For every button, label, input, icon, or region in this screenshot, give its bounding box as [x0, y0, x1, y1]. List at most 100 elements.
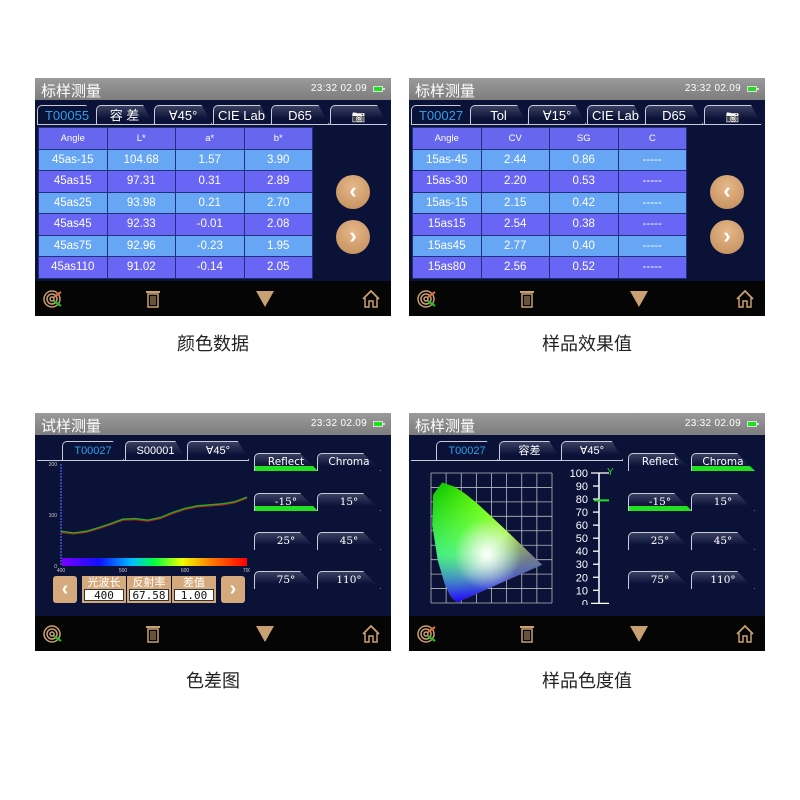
home-icon[interactable] [735, 624, 755, 644]
column-header: C [617, 127, 687, 150]
target-icon[interactable] [417, 624, 437, 644]
angle-button[interactable]: 110° [317, 571, 381, 589]
table-row[interactable]: 45as110 91.02 -0.14 2.05 [38, 256, 313, 279]
prev-page-button[interactable]: ‹ [336, 175, 370, 209]
next-wavelength-button[interactable]: › [221, 576, 245, 603]
tab-2[interactable]: ∀45° [561, 441, 623, 460]
y-tick-label: 0 [54, 564, 57, 570]
mode-button-reflect[interactable]: Reflect [254, 453, 318, 471]
table-cell: 92.96 [106, 234, 176, 257]
trash-icon[interactable] [145, 289, 161, 309]
next-page-button[interactable]: › [710, 220, 744, 254]
target-icon[interactable] [417, 289, 437, 309]
angle-button[interactable]: 75° [254, 571, 318, 589]
prev-wavelength-button[interactable]: ‹ [53, 576, 77, 603]
panel-caption: 颜色数据 [177, 334, 249, 355]
bottom-toolbar [409, 281, 765, 316]
dropdown-triangle-icon[interactable] [256, 626, 274, 642]
table-cell: 45as25 [38, 191, 108, 214]
status-time: 23:32 [684, 418, 712, 429]
dropdown-triangle-icon[interactable] [630, 291, 648, 307]
y-scale-label: 80 [576, 494, 588, 506]
trash-icon[interactable] [145, 624, 161, 644]
tab-1[interactable]: Tol [469, 105, 528, 124]
angle-button[interactable]: 110° [691, 571, 755, 589]
tab-2[interactable]: ∀45° [187, 441, 249, 460]
table-row[interactable]: 15as45 2.77 0.40 ----- [412, 234, 687, 257]
dropdown-triangle-icon[interactable] [630, 626, 648, 642]
mode-button-chroma[interactable]: Chroma [317, 453, 381, 471]
table-cell: 92.33 [106, 213, 176, 236]
table-row[interactable]: 45as15 97.31 0.31 2.89 [38, 170, 313, 193]
next-page-button[interactable]: › [336, 220, 370, 254]
tab-0[interactable]: T00027 [62, 441, 124, 460]
table-row[interactable]: 15as80 2.56 0.52 ----- [412, 256, 687, 279]
y-scale-label: 70 [576, 507, 588, 519]
angle-button[interactable]: 45° [691, 532, 755, 550]
home-icon-graphic [736, 289, 754, 308]
table-row[interactable]: 15as15 2.54 0.38 ----- [412, 213, 687, 236]
device-screen-3: 试样测量 23:32 02.09 T00027 S00001 ∀45° Reflect Ch… [35, 413, 391, 651]
tab-0[interactable]: T00027 [411, 105, 471, 124]
home-icon[interactable] [361, 289, 381, 309]
table-cell: 2.20 [480, 170, 550, 193]
bottom-toolbar [409, 616, 765, 651]
tab-0[interactable]: T00055 [37, 105, 97, 124]
table-row[interactable]: 45as75 92.96 -0.23 1.95 [38, 234, 313, 257]
home-icon-graphic [362, 624, 380, 643]
status-clock: 23:32 02.09 [685, 418, 741, 429]
table-row[interactable]: 15as-45 2.44 0.86 ----- [412, 148, 687, 171]
table-cell: ----- [617, 191, 687, 214]
tab-2[interactable]: ∀45° [154, 105, 212, 124]
angle-button[interactable]: -15° [628, 493, 692, 511]
table-row[interactable]: 15as-30 2.20 0.53 ----- [412, 170, 687, 193]
trash-icon[interactable] [519, 289, 535, 309]
battery-icon [747, 421, 759, 427]
table-cell: -0.23 [175, 234, 245, 257]
angle-button[interactable]: 45° [317, 532, 381, 550]
dropdown-triangle-icon[interactable] [256, 291, 274, 307]
tab-3[interactable]: CIE Lab [212, 105, 271, 124]
tab-3[interactable]: CIE Lab [586, 105, 645, 124]
tab-1[interactable]: 容差 [498, 441, 561, 460]
table-row[interactable]: 45as45 92.33 -0.01 2.08 [38, 213, 313, 236]
angle-button[interactable]: 15° [317, 493, 381, 511]
table-row[interactable]: 45as-15 104.68 1.57 3.90 [38, 148, 313, 171]
home-icon[interactable] [361, 624, 381, 644]
table-cell: 0.42 [549, 191, 619, 214]
tab-4[interactable]: D65 [271, 105, 329, 124]
x-tick-label: 700 [243, 568, 250, 573]
tab-1[interactable]: S00001 [124, 441, 187, 460]
table-cell: -0.01 [175, 213, 245, 236]
device-screen-2: 标样测量 23:32 02.09 T00027 Tol ∀15° CIE Lab D65 📷 A… [409, 78, 765, 316]
mode-button-chroma[interactable]: Chroma [691, 453, 755, 471]
tab-4[interactable]: D65 [645, 105, 703, 124]
angle-button[interactable]: 25° [628, 532, 692, 550]
table-cell: 2.05 [243, 256, 313, 279]
white-point-area [432, 482, 543, 603]
angle-button[interactable]: -15° [254, 493, 318, 511]
table-cell: 3.90 [243, 148, 313, 171]
target-icon[interactable] [43, 624, 63, 644]
trash-icon[interactable] [519, 624, 535, 644]
table-row[interactable]: 45as25 93.98 0.21 2.70 [38, 191, 313, 214]
angle-button[interactable]: 75° [628, 571, 692, 589]
table-row[interactable]: 15as-15 2.15 0.42 ----- [412, 191, 687, 214]
camera-tab[interactable]: 📷 [329, 105, 388, 124]
screen-title: 试样测量 [41, 417, 102, 435]
camera-tab[interactable]: 📷 [703, 105, 762, 124]
angle-button[interactable]: 15° [691, 493, 755, 511]
home-icon[interactable] [735, 289, 755, 309]
readout-label: 反射率 [132, 576, 166, 589]
prev-page-button[interactable]: ‹ [710, 175, 744, 209]
table-cell: 2.56 [480, 256, 550, 279]
column-header: Angle [412, 127, 482, 150]
target-icon[interactable] [43, 289, 63, 309]
reflectance-chart: 0 100 200 400 500 600 700 [49, 462, 250, 573]
angle-button[interactable]: 25° [254, 532, 318, 550]
tab-2[interactable]: ∀15° [528, 105, 586, 124]
title-bar: 试样测量 23:32 02.09 [35, 413, 391, 435]
tab-1[interactable]: 容 差 [95, 105, 154, 124]
tab-0[interactable]: T00027 [436, 441, 498, 460]
mode-button-reflect[interactable]: Reflect [628, 453, 692, 471]
